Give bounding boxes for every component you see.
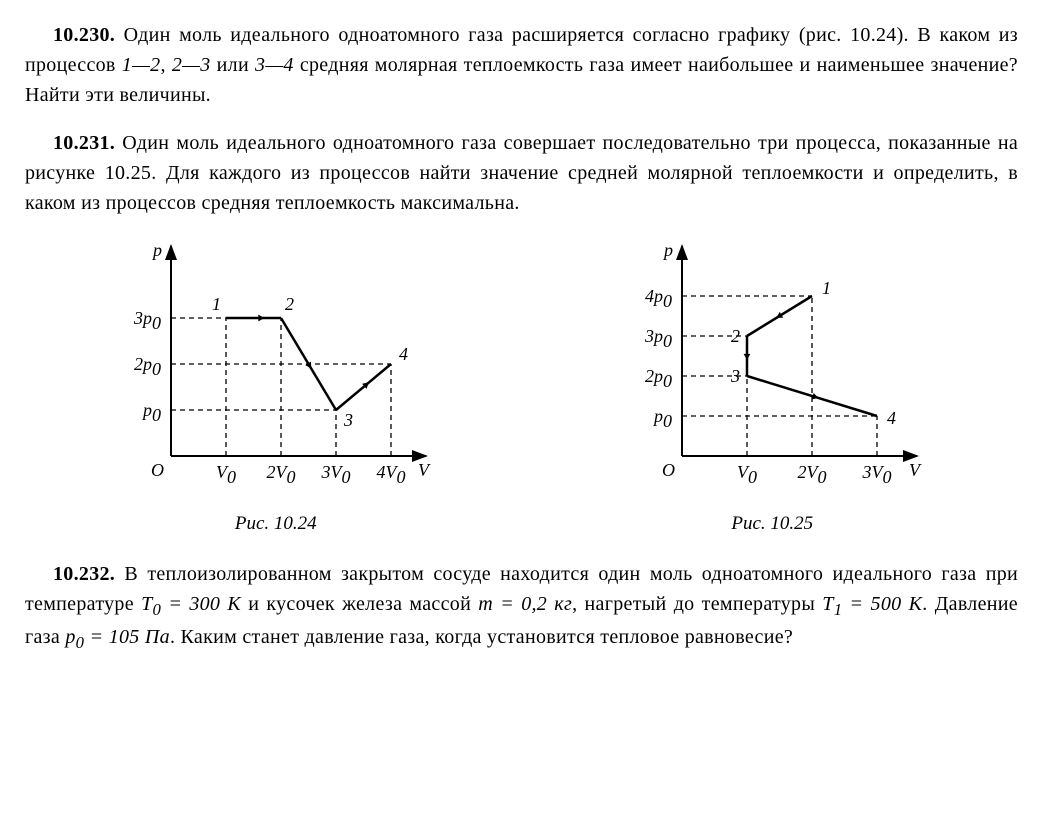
svg-text:4: 4 [887, 408, 896, 428]
svg-text:2: 2 [285, 294, 294, 314]
problem-10-230: 10.230. Один моль идеального одноатомног… [25, 20, 1018, 110]
svg-text:1: 1 [822, 278, 831, 298]
equation: T0 = 300 К [141, 593, 241, 615]
problem-number: 10.230. [25, 24, 115, 46]
process-label: 1—2 [122, 54, 161, 76]
svg-text:3p0: 3p0 [644, 326, 672, 351]
svg-text:V0: V0 [216, 462, 236, 487]
svg-text:1: 1 [212, 294, 221, 314]
svg-text:3p0: 3p0 [133, 308, 161, 333]
pv-diagram-10-25: p V Op0 2p0 3p0 4p0 V0 2V0 3V0 1 2 3 4 [617, 236, 927, 496]
problem-text: . Каким станет давление газа, когда уста… [170, 626, 793, 648]
svg-text:O: O [151, 460, 164, 480]
svg-text:2p0: 2p0 [645, 366, 672, 391]
problem-10-231: 10.231. Один моль идеального одноатомног… [25, 128, 1018, 218]
svg-text:V: V [418, 460, 431, 480]
svg-text:3: 3 [343, 410, 353, 430]
svg-text:O: O [662, 460, 675, 480]
svg-text:V0: V0 [737, 462, 757, 487]
figures-row: pVOp02p03p0V02V03V04V01234 Рис. 10.24 pV… [25, 236, 1018, 539]
svg-text:p0: p0 [652, 406, 672, 431]
problem-text: , нагретый до температуры [572, 593, 822, 615]
figure-caption: Рис. 10.24 [116, 510, 436, 539]
problem-text: Один моль идеального одноатомного газа с… [25, 132, 1018, 214]
svg-text:3: 3 [730, 366, 740, 386]
svg-text:4V0: 4V0 [376, 462, 405, 487]
svg-text:2: 2 [731, 326, 740, 346]
svg-text:4: 4 [399, 344, 408, 364]
figure-10-25: p V Op0 2p0 3p0 4p0 V0 2V0 3V0 1 2 3 4 Рис. 10.25 [617, 236, 927, 539]
process-label: 3—4 [255, 54, 294, 76]
svg-text:3V0: 3V0 [862, 462, 892, 487]
problem-10-232: 10.232. В теплоизолированном закрытом со… [25, 559, 1018, 655]
svg-text:V: V [909, 460, 922, 480]
process-label: 2—3 [172, 54, 211, 76]
pv-diagram-10-24: p V Op0 2p0 3p0 V0 2V0 3V0 4V0 1 2 3 4 [116, 236, 436, 496]
figure-caption: Рис. 10.25 [617, 510, 927, 539]
equation: m = 0,2 кг [478, 593, 572, 615]
svg-text:p: p [662, 240, 673, 260]
problem-text: и кусочек железа массой [241, 593, 478, 615]
equation: p0 = 105 Па [65, 626, 170, 648]
sep: или [211, 54, 255, 76]
equation: T1 = 500 К [822, 593, 922, 615]
svg-text:p: p [151, 240, 162, 260]
svg-text:p0: p0 [141, 400, 161, 425]
sep: , [160, 54, 171, 76]
svg-text:2p0: 2p0 [134, 354, 161, 379]
figure-10-24: p V Op0 2p0 3p0 V0 2V0 3V0 4V0 1 2 3 4 Рис. 10.24 [116, 236, 436, 539]
svg-text:3V0: 3V0 [320, 462, 350, 487]
svg-text:4p0: 4p0 [645, 286, 672, 311]
problem-number: 10.232. [25, 563, 115, 585]
svg-text:2V0: 2V0 [266, 462, 295, 487]
svg-text:2V0: 2V0 [798, 462, 827, 487]
problem-number: 10.231. [25, 132, 115, 154]
